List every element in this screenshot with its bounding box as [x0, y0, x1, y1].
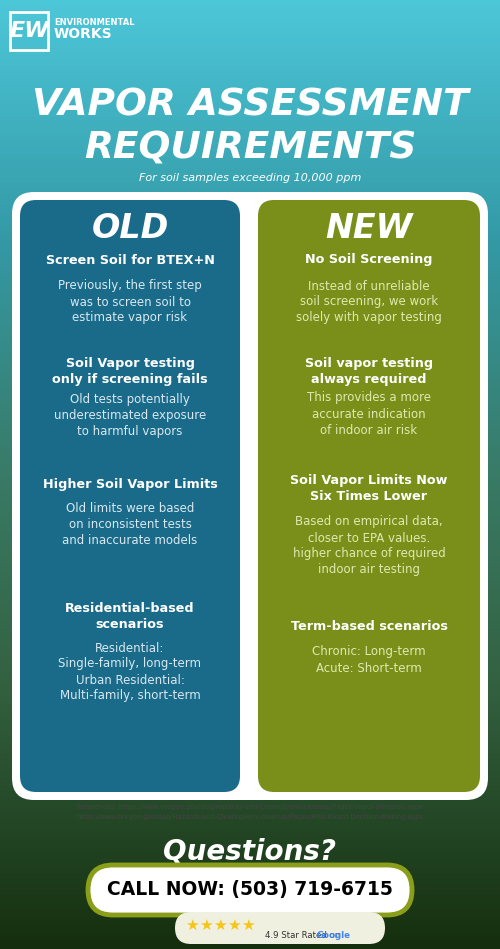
Text: Residential-based
scenarios: Residential-based scenarios — [65, 603, 195, 631]
Text: EW: EW — [9, 21, 49, 41]
Text: 4.9 Star Rated on: 4.9 Star Rated on — [265, 931, 343, 940]
Text: References: https://www.oregon.gov/deq/Hazards-and-Cleanup/env-cleanup/Pages/Vap: References: https://www.oregon.gov/deq/H… — [76, 805, 424, 820]
Text: Chronic: Long-term
Acute: Short-term: Chronic: Long-term Acute: Short-term — [312, 645, 426, 675]
Text: ★: ★ — [199, 918, 213, 933]
Text: WORKS: WORKS — [54, 27, 112, 41]
FancyBboxPatch shape — [12, 192, 488, 800]
Text: Google: Google — [317, 931, 351, 940]
FancyBboxPatch shape — [175, 912, 385, 944]
Text: ★: ★ — [241, 918, 255, 933]
Text: Previously, the first step
was to screen soil to
estimate vapor risk: Previously, the first step was to screen… — [58, 280, 202, 325]
FancyBboxPatch shape — [258, 200, 480, 792]
Text: This provides a more
accurate indication
of indoor air risk: This provides a more accurate indication… — [307, 392, 431, 437]
Text: NEW: NEW — [325, 212, 413, 245]
Text: Term-based scenarios: Term-based scenarios — [290, 620, 448, 632]
Text: Residential:
Single-family, long-term
Urban Residential:
Multi-family, short-ter: Residential: Single-family, long-term Ur… — [58, 642, 202, 702]
Text: REQUIREMENTS: REQUIREMENTS — [84, 130, 416, 166]
Text: ★: ★ — [213, 918, 227, 933]
Text: Old tests potentially
underestimated exposure
to harmful vapors: Old tests potentially underestimated exp… — [54, 394, 206, 438]
Text: ENVIRONMENTAL: ENVIRONMENTAL — [54, 17, 134, 27]
Text: Higher Soil Vapor Limits: Higher Soil Vapor Limits — [42, 477, 218, 491]
Text: Screen Soil for BTEX+N: Screen Soil for BTEX+N — [46, 253, 214, 267]
Text: Old limits were based
on inconsistent tests
and inaccurate models: Old limits were based on inconsistent te… — [62, 501, 198, 547]
Text: Soil Vapor Limits Now
Six Times Lower: Soil Vapor Limits Now Six Times Lower — [290, 474, 448, 503]
Text: ★: ★ — [185, 918, 199, 933]
Text: VAPOR ASSESSMENT: VAPOR ASSESSMENT — [32, 87, 469, 123]
Text: Soil vapor testing
always required: Soil vapor testing always required — [305, 358, 433, 386]
Text: No Soil Screening: No Soil Screening — [305, 253, 433, 267]
Text: For soil samples exceeding 10,000 ppm: For soil samples exceeding 10,000 ppm — [139, 173, 361, 183]
Text: OLD: OLD — [92, 212, 168, 245]
Text: ★: ★ — [227, 918, 241, 933]
Text: Instead of unreliable
soil screening, we work
solely with vapor testing: Instead of unreliable soil screening, we… — [296, 280, 442, 325]
Text: Based on empirical data,
closer to EPA values.
higher chance of required
indoor : Based on empirical data, closer to EPA v… — [292, 515, 446, 576]
Text: CALL NOW: (503) 719-6715: CALL NOW: (503) 719-6715 — [107, 881, 393, 900]
FancyBboxPatch shape — [20, 200, 240, 792]
Text: Questions?: Questions? — [164, 838, 336, 866]
Text: Soil Vapor testing
only if screening fails: Soil Vapor testing only if screening fai… — [52, 358, 208, 386]
FancyBboxPatch shape — [88, 865, 412, 915]
